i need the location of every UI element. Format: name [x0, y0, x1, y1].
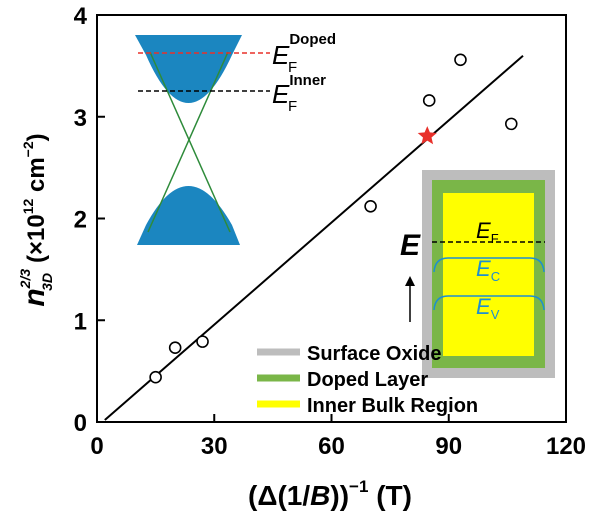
x-axis-label: (Δ(1/B))−1 (T) — [248, 477, 412, 511]
y-tick-label: 3 — [74, 105, 87, 132]
conduction-band — [135, 35, 242, 103]
y-tick-label: 4 — [74, 3, 88, 30]
y-tick-label: 0 — [74, 410, 87, 437]
data-point — [197, 336, 208, 347]
label-part: (T) — [368, 480, 412, 511]
label-sup: −1 — [349, 477, 368, 496]
label-main: E — [476, 218, 491, 243]
data-point — [150, 372, 161, 383]
data-point — [365, 201, 376, 212]
label-part: cm — [23, 157, 50, 198]
energy-axis-label: E — [400, 229, 421, 262]
label-sup: 2/3 — [17, 269, 33, 290]
energy-arrowhead — [405, 276, 415, 286]
label-part: (Δ(1/ — [248, 480, 310, 511]
data-point — [424, 95, 435, 106]
legend-label: Doped Layer — [307, 369, 428, 391]
chart: EDopedF EInnerF EF EC EV E (Δ(1/B))−1 (T… — [0, 0, 595, 522]
data-point — [506, 118, 517, 129]
label-part: B — [310, 480, 330, 511]
x-tick-label: 90 — [435, 433, 462, 460]
label-part: )) — [330, 480, 349, 511]
label-sub: C — [491, 269, 500, 284]
x-tick-label: 30 — [201, 433, 228, 460]
x-tick-label: 0 — [90, 433, 103, 460]
label-part: (×10 — [23, 214, 50, 263]
label-sup: 12 — [20, 198, 36, 214]
legend-label: Inner Bulk Region — [307, 395, 478, 417]
star-point — [418, 126, 437, 144]
data-point — [170, 342, 181, 353]
label-sub: V — [491, 307, 500, 322]
label-sup: −2 — [20, 141, 36, 157]
label-main: E — [476, 256, 491, 281]
valence-band — [137, 186, 240, 245]
label-part: ) — [23, 133, 50, 141]
label-main: E — [476, 294, 491, 319]
data-point — [455, 54, 466, 65]
x-tick-label: 60 — [318, 433, 345, 460]
label-sub: 3D — [39, 273, 55, 291]
label-sup: Doped — [289, 31, 336, 48]
label-sub: F — [491, 231, 499, 246]
label-sup: Inner — [289, 72, 326, 89]
x-tick-label: 120 — [546, 433, 586, 460]
y-tick-label: 1 — [74, 308, 87, 335]
y-tick-label: 2 — [74, 207, 87, 234]
legend-label: Surface Oxide — [307, 343, 442, 365]
label-sub: F — [288, 98, 297, 115]
